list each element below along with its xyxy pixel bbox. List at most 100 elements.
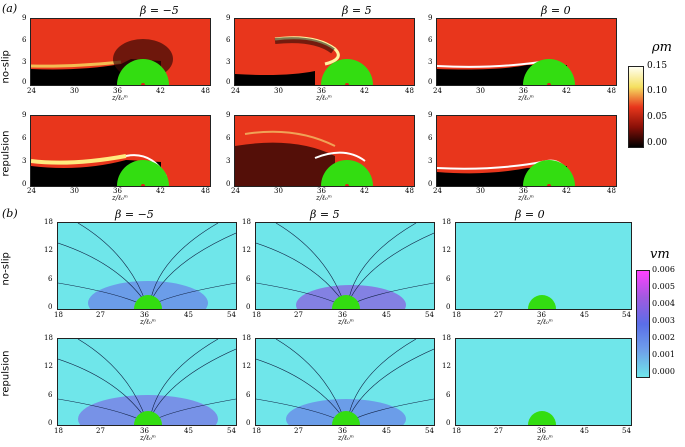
- b-xtick: 36: [338, 311, 347, 319]
- b-col-title-1: β = −5: [115, 208, 154, 221]
- b-xtick: 27: [96, 311, 105, 319]
- b-ytick: 0: [48, 303, 53, 311]
- a-xtick: 42: [360, 187, 369, 195]
- b-ytick: 0: [446, 419, 451, 427]
- b-ytick: 6: [48, 275, 53, 283]
- b-panel-noslip-0: [455, 222, 632, 310]
- a-panel-noslip-neg5: [30, 18, 211, 86]
- a-panel-repulsion-pos5: [234, 115, 415, 187]
- b-col-title-2: β = 5: [310, 208, 340, 221]
- b-xtick: 54: [622, 311, 631, 319]
- b-ytick: 6: [246, 275, 251, 283]
- a-ytick: 6: [22, 36, 27, 44]
- a-xtick: 30: [274, 87, 283, 95]
- b-ytick: 12: [242, 246, 251, 254]
- a-ytick: 9: [226, 14, 231, 22]
- a-ytick: 0: [226, 180, 231, 188]
- a-col-title-2: β = 5: [342, 4, 372, 17]
- a-xtick: 48: [405, 87, 414, 95]
- part-b-label: (b): [2, 207, 18, 220]
- b-ytick: 12: [442, 246, 451, 254]
- b-xtick: 45: [382, 427, 391, 435]
- b-xtick: 54: [425, 311, 434, 319]
- b-colorbar: [636, 270, 650, 378]
- b-xtick: 36: [140, 427, 149, 435]
- a-xtick: 42: [156, 187, 165, 195]
- b-xaxis-label: z/ℓ₀ᵐ: [338, 434, 355, 442]
- b-row-label-repulsion: repulsion: [0, 350, 12, 397]
- a-xtick: 30: [70, 87, 79, 95]
- b-ytick: 12: [44, 246, 53, 254]
- b-xtick: 45: [184, 427, 193, 435]
- a-xtick: 48: [607, 87, 616, 95]
- b-xtick: 36: [140, 311, 149, 319]
- b-row-label-noslip: no-slip: [0, 252, 12, 286]
- b-xtick: 54: [622, 427, 631, 435]
- a-ytick: 9: [428, 111, 433, 119]
- a-xtick: 36: [519, 187, 528, 195]
- a-xtick: 48: [405, 187, 414, 195]
- a-xtick: 24: [231, 187, 240, 195]
- b-xtick: 36: [338, 427, 347, 435]
- b-panel-noslip-neg5: [57, 222, 237, 310]
- b-ytick: 6: [446, 391, 451, 399]
- b-xtick: 54: [425, 427, 434, 435]
- a-xaxis-label: z/ℓ₀ᵐ: [316, 194, 333, 202]
- b-cbtick: 0.004: [652, 299, 675, 308]
- a-row-label-noslip: no-slip: [0, 50, 12, 84]
- a-cbtick: 0.00: [647, 138, 668, 148]
- b-cbtick: 0.003: [652, 316, 675, 325]
- a-xtick: 48: [607, 187, 616, 195]
- b-panel-repulsion-0: [455, 338, 632, 426]
- a-ytick: 9: [22, 14, 27, 22]
- a-xtick: 36: [317, 87, 326, 95]
- a-xaxis-label: z/ℓ₀ᵐ: [518, 94, 535, 102]
- b-ytick: 12: [442, 362, 451, 370]
- a-ytick: 3: [428, 157, 433, 165]
- b-xtick: 18: [452, 427, 461, 435]
- a-colorbar-title: ρm: [652, 40, 672, 55]
- b-ytick: 18: [442, 218, 451, 226]
- a-ytick: 0: [428, 180, 433, 188]
- a-ytick: 3: [226, 58, 231, 66]
- b-xtick: 18: [54, 311, 63, 319]
- b-xtick: 27: [96, 427, 105, 435]
- b-xtick: 18: [252, 427, 261, 435]
- a-ytick: 9: [22, 111, 27, 119]
- b-xtick: 36: [537, 311, 546, 319]
- a-xtick: 42: [562, 187, 571, 195]
- a-xtick: 24: [433, 87, 442, 95]
- b-xtick: 45: [580, 311, 589, 319]
- a-xaxis-label: z/ℓ₀ᵐ: [112, 194, 129, 202]
- heatmap: [31, 39, 173, 85]
- a-xaxis-label: z/ℓ₀ᵐ: [316, 94, 333, 102]
- b-xaxis-label: z/ℓ₀ᵐ: [140, 434, 157, 442]
- b-panel-noslip-pos5: [255, 222, 435, 310]
- a-xtick: 30: [476, 87, 485, 95]
- a-xtick: 24: [231, 87, 240, 95]
- a-xtick: 30: [476, 187, 485, 195]
- b-xaxis-label: z/ℓ₀ᵐ: [140, 318, 157, 326]
- a-xtick: 42: [360, 87, 369, 95]
- a-ytick: 6: [428, 36, 433, 44]
- a-ytick: 3: [22, 157, 27, 165]
- a-col-title-3: β = 0: [541, 4, 571, 17]
- b-xtick: 36: [537, 427, 546, 435]
- b-cbtick: 0.000: [652, 367, 675, 376]
- a-cbtick: 0.05: [647, 112, 668, 122]
- b-xaxis-label: z/ℓ₀ᵐ: [537, 434, 554, 442]
- a-ytick: 0: [22, 180, 27, 188]
- b-xaxis-label: z/ℓ₀ᵐ: [537, 318, 554, 326]
- sphere-shape: [117, 59, 169, 85]
- a-ytick: 3: [22, 58, 27, 66]
- a-ytick: 9: [428, 14, 433, 22]
- a-xtick: 24: [27, 187, 36, 195]
- b-ytick: 6: [246, 391, 251, 399]
- b-ytick: 18: [442, 334, 451, 342]
- a-ytick: 6: [428, 134, 433, 142]
- b-ytick: 18: [44, 218, 53, 226]
- b-ytick: 6: [48, 391, 53, 399]
- b-ytick: 12: [242, 362, 251, 370]
- b-ytick: 18: [242, 334, 251, 342]
- b-xtick: 45: [184, 311, 193, 319]
